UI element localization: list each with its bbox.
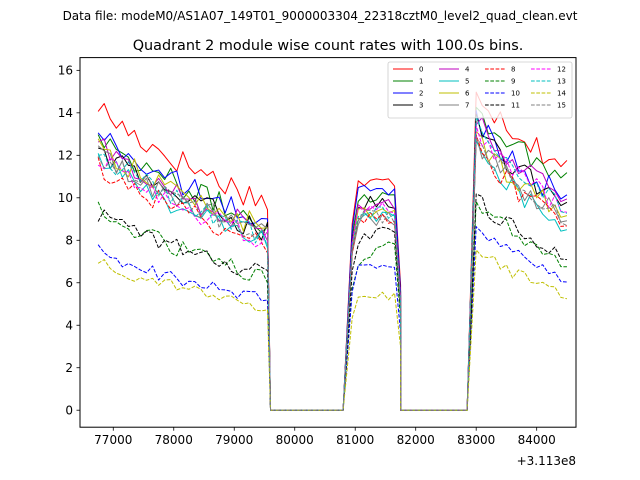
y-tick-label: 14: [58, 106, 73, 120]
x-tick-label: 82000: [397, 433, 435, 447]
legend-label-2: 2: [419, 90, 423, 98]
x-offset-label: +3.113e8: [517, 454, 576, 468]
plot-area: [97, 91, 568, 411]
legend-label-14: 14: [557, 90, 566, 98]
legend-label-7: 7: [465, 102, 469, 110]
y-tick-label: 8: [65, 234, 73, 248]
axes-frame: [79, 57, 577, 428]
legend-label-1: 1: [419, 78, 423, 86]
legend-label-3: 3: [419, 102, 423, 110]
legend-label-13: 13: [557, 78, 566, 86]
x-tick-label: 83000: [457, 433, 495, 447]
x-axis: 77000 78000 79000 80000 81000 82000 83000 84000: [94, 427, 556, 447]
legend-label-0: 0: [419, 66, 423, 74]
legend-label-8: 8: [511, 66, 515, 74]
x-tick-label: 79000: [215, 433, 253, 447]
legend-label-5: 5: [465, 78, 469, 86]
legend-label-10: 10: [511, 90, 520, 98]
y-axis: 0 2 4 6 8 10 12 14 16: [58, 64, 80, 418]
chart-title: Quadrant 2 module wise count rates with …: [133, 38, 524, 54]
legend-label-11: 11: [511, 102, 520, 110]
x-tick-label: 80000: [276, 433, 314, 447]
legend-label-4: 4: [465, 66, 470, 74]
series-line-15: [97, 137, 568, 411]
x-tick-label: 77000: [94, 433, 132, 447]
x-tick-label: 81000: [336, 433, 374, 447]
y-tick-label: 10: [58, 191, 73, 205]
figure-suptitle: Data file: modeM0/AS1A07_149T01_90000033…: [63, 9, 578, 23]
y-tick-label: 12: [58, 149, 73, 163]
y-tick-label: 6: [65, 276, 73, 290]
y-tick-label: 2: [65, 361, 73, 375]
y-tick-label: 4: [65, 319, 73, 333]
legend-label-9: 9: [511, 78, 515, 86]
legend-label-12: 12: [557, 66, 566, 74]
legend-label-15: 15: [557, 102, 566, 110]
legend-label-6: 6: [465, 90, 470, 98]
y-tick-label: 0: [65, 404, 73, 418]
x-tick-label: 78000: [155, 433, 193, 447]
x-tick-label: 84000: [518, 433, 556, 447]
legend-frame: [387, 61, 573, 119]
y-tick-label: 16: [58, 64, 73, 78]
